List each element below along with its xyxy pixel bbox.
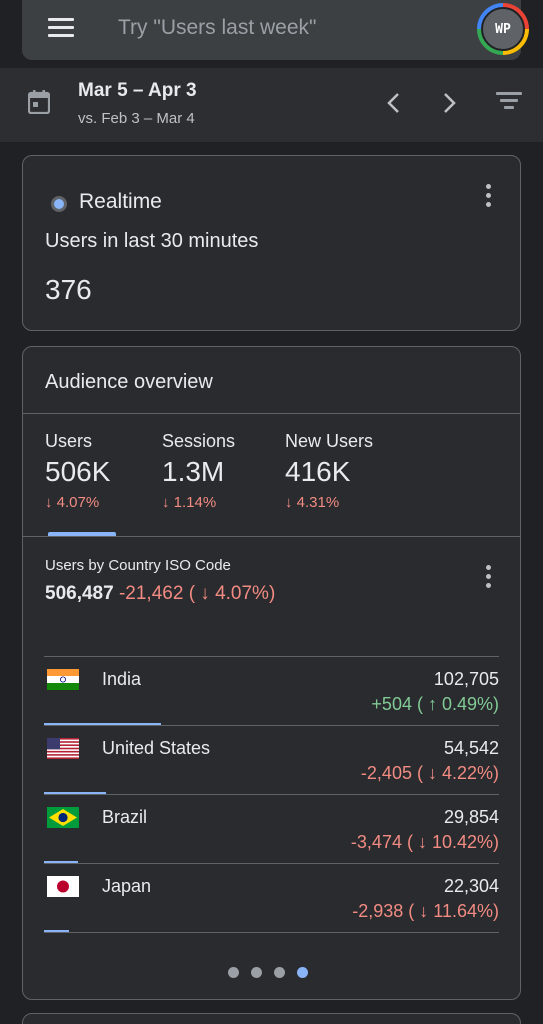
metric-tab-users[interactable]: Users 506K ↓ 4.07%	[45, 431, 110, 511]
country-value: 29,854	[443, 807, 499, 827]
search-input[interactable]	[118, 14, 438, 42]
page-dot[interactable]	[274, 967, 285, 978]
metric-tab-new-users[interactable]: New Users 416K ↓ 4.31%	[285, 431, 373, 511]
divider	[44, 932, 499, 933]
share-bar	[44, 723, 161, 725]
country-value: 22,304	[443, 876, 499, 896]
search-bar: WP	[22, 0, 529, 60]
page-dot-active[interactable]	[297, 967, 308, 978]
avatar[interactable]: WP	[477, 3, 529, 55]
india-flag-icon	[47, 669, 79, 690]
calendar-icon[interactable]	[28, 90, 50, 114]
country-name: Japan	[102, 876, 152, 896]
filter-icon[interactable]	[496, 92, 522, 112]
audience-title: Audience overview	[45, 371, 213, 393]
realtime-title: Realtime	[79, 190, 162, 213]
japan-flag-icon	[47, 876, 79, 897]
selected-tab-indicator	[48, 532, 116, 536]
divider	[44, 794, 499, 795]
divider	[44, 656, 499, 657]
country-delta: -2,938 ( ↓ 11.64%)	[352, 901, 499, 921]
chevron-right-icon[interactable]	[437, 90, 461, 116]
metric-label: Sessions	[162, 431, 236, 451]
share-bar	[44, 861, 78, 863]
metric-delta: ↓ 1.14%	[162, 494, 217, 511]
divider	[44, 863, 499, 864]
metric-label: New Users	[285, 431, 374, 451]
metric-value: 1.3M	[162, 456, 225, 487]
country-value: 54,542	[443, 738, 499, 758]
divider	[44, 725, 499, 726]
metric-value: 506K	[45, 456, 111, 487]
avatar-initials: WP	[481, 7, 525, 51]
country-name: India	[102, 669, 142, 689]
share-bar	[44, 930, 69, 932]
country-total-delta: -21,462 ( ↓ 4.07%)	[118, 583, 276, 604]
country-total: 506,487 -21,462 ( ↓ 4.07%)	[45, 583, 275, 605]
divider	[23, 536, 520, 537]
share-bar	[44, 792, 106, 794]
table-row[interactable]: United States 54,542 -2,405 ( ↓ 4.22%)	[44, 725, 499, 794]
metric-tab-sessions[interactable]: Sessions 1.3M ↓ 1.14%	[162, 431, 235, 511]
realtime-card[interactable]: Realtime Users in last 30 minutes 376	[22, 155, 521, 331]
country-section-title: Users by Country ISO Code	[45, 557, 231, 574]
metric-label: Users	[45, 431, 93, 451]
country-total-value: 506,487	[45, 583, 114, 604]
realtime-value: 376	[45, 274, 92, 305]
page-indicator	[228, 967, 308, 978]
country-delta: -2,405 ( ↓ 4.22%)	[360, 763, 499, 783]
audience-overview-card: Audience overview Users 506K ↓ 4.07% Ses…	[22, 346, 521, 1000]
country-value: 102,705	[433, 669, 499, 689]
united-states-flag-icon	[47, 738, 79, 759]
date-range-bar: Mar 5 – Apr 3 vs. Feb 3 – Mar 4	[0, 68, 543, 142]
table-row[interactable]: Japan 22,304 -2,938 ( ↓ 11.64%)	[44, 863, 499, 932]
country-delta: +504 ( ↑ 0.49%)	[371, 694, 499, 714]
page-dot[interactable]	[251, 967, 262, 978]
chevron-left-icon[interactable]	[382, 90, 406, 116]
realtime-indicator-icon	[51, 196, 67, 212]
more-options-icon[interactable]	[486, 184, 492, 208]
metric-delta: ↓ 4.07%	[45, 494, 100, 511]
country-delta: -3,474 ( ↓ 10.42%)	[350, 832, 499, 852]
divider	[23, 413, 520, 414]
country-name: Brazil	[102, 807, 148, 827]
hamburger-menu-icon[interactable]	[48, 18, 74, 38]
date-range-compare: vs. Feb 3 – Mar 4	[78, 110, 195, 127]
table-row[interactable]: India 102,705 +504 ( ↑ 0.49%)	[44, 656, 499, 725]
next-card-partial	[22, 1013, 521, 1024]
metric-value: 416K	[285, 456, 351, 487]
table-row[interactable]: Brazil 29,854 -3,474 ( ↓ 10.42%)	[44, 794, 499, 863]
date-range-current[interactable]: Mar 5 – Apr 3	[78, 80, 197, 101]
country-name: United States	[102, 738, 211, 758]
metric-delta: ↓ 4.31%	[285, 494, 340, 511]
brazil-flag-icon	[47, 807, 79, 828]
more-options-icon[interactable]	[486, 565, 492, 589]
realtime-subtitle: Users in last 30 minutes	[45, 230, 259, 252]
page-dot[interactable]	[228, 967, 239, 978]
